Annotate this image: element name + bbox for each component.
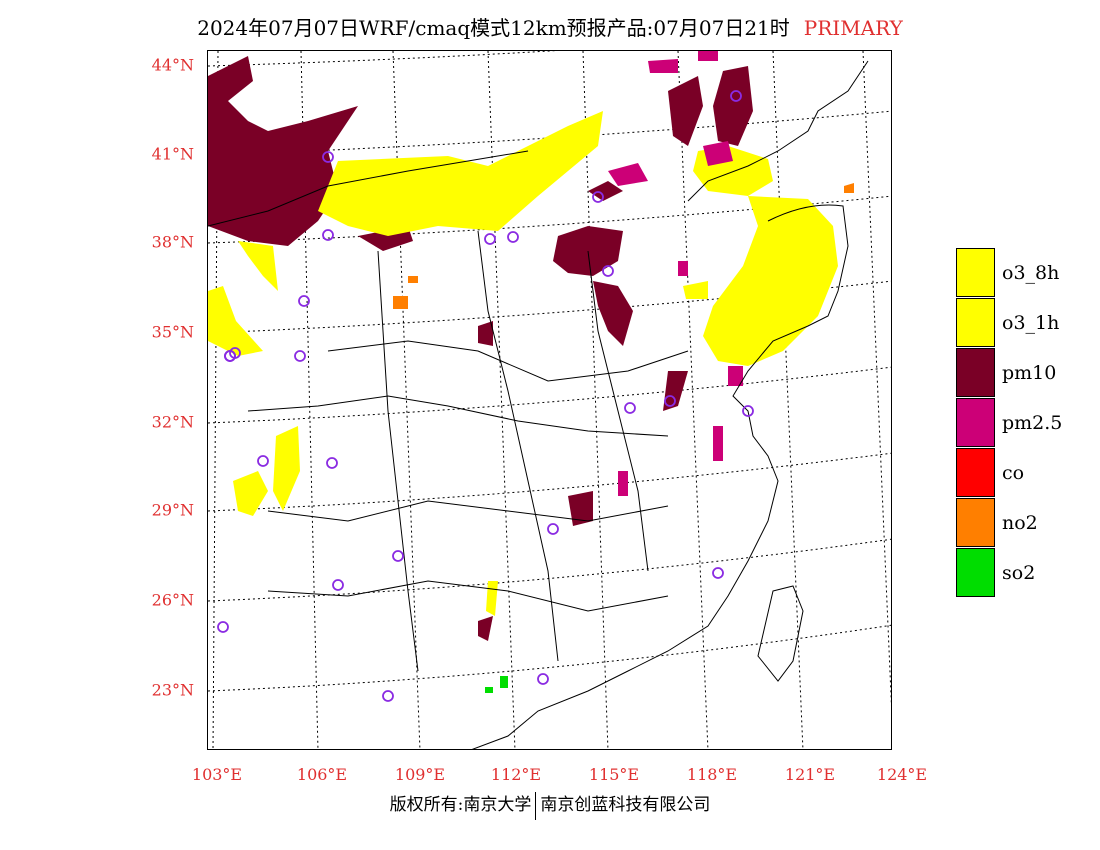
station-marker [624,402,636,414]
lat-line-29 [208,452,891,512]
legend-label: pm10 [1002,362,1057,384]
station-marker [332,579,344,591]
station-marker [322,151,334,163]
station-marker [547,523,559,535]
legend-swatch [956,548,995,597]
station-marker [229,347,241,359]
taiwan-island [757,585,804,682]
map-title-text: 2024年07月07日WRF/cmaq模式12km预报产品:07月07日21时 [197,16,790,40]
legend-label: o3_1h [1002,312,1060,334]
lat-label-26: 26°N [151,590,194,610]
boundaries [208,60,869,749]
station-marker [602,265,614,277]
lat-label-29: 29°N [151,500,194,520]
province-border-6 [377,250,419,672]
lat-label-35: 35°N [151,322,194,342]
legend-swatch [956,448,995,497]
lat-label-41: 41°N [151,144,194,164]
legend-label: so2 [1002,562,1036,584]
station-marker [382,690,394,702]
lat-line-26 [208,538,891,602]
lat-label-44: 44°N [151,55,194,75]
forecast-map [207,50,892,750]
lon-label-115: 115°E [588,765,640,784]
map-title: 2024年07月07日WRF/cmaq模式12km预报产品:07月07日21时 P… [0,12,1100,41]
bohai-coast [687,60,869,202]
lon-label-109: 109°E [394,765,446,784]
lat-line-38 [208,195,891,244]
lon-label-112: 112°E [490,765,542,784]
lat-line-32 [208,366,891,424]
lon-label-121: 121°E [784,765,836,784]
province-border-1 [208,150,529,227]
lat-line-35 [208,280,891,334]
copyright-owner: 版权所有:南京大学 [389,795,532,815]
province-border-7 [477,230,559,662]
primary-tag: PRIMARY [803,16,903,40]
so2-field [485,676,508,693]
legend-label: co [1002,462,1025,484]
lat-line-23 [208,624,891,692]
legend-label: no2 [1002,512,1038,534]
province-border-2 [327,340,689,382]
province-border-3 [247,395,669,437]
station-marker [298,295,310,307]
station-marker [257,455,269,467]
legend-swatch [956,348,995,397]
legend-swatch [956,248,995,297]
station-marker [326,457,338,469]
station-marker [664,395,676,407]
lon-label-118: 118°E [686,765,738,784]
no2-field [393,183,854,309]
copyright-footer: 版权所有:南京大学 南京创蓝科技有限公司 [0,790,1100,820]
lon-label-106: 106°E [296,765,348,784]
legend-swatch [956,398,995,447]
station-marker [392,550,404,562]
station-marker [217,621,229,633]
station-marker [294,350,306,362]
legend-swatch [956,498,995,547]
footer-separator [535,791,537,820]
coastline [471,204,849,749]
lat-label-23: 23°N [151,680,194,700]
map-canvas [208,51,891,749]
pm10-field [208,56,753,641]
copyright-company: 南京创蓝科技有限公司 [540,795,711,815]
station-marker [484,233,496,245]
station-marker [507,231,519,243]
station-marker [712,567,724,579]
station-marker [742,405,754,417]
lon-label-103: 103°E [191,765,243,784]
lon-line-118 [677,51,709,749]
lon-line-124 [862,51,891,707]
lon-line-115 [582,51,609,749]
legend-label: pm2.5 [1002,412,1063,434]
lat-line-44 [208,51,558,67]
pm25-field [608,51,743,496]
lon-line-121 [772,51,804,749]
station-marker [592,191,604,203]
legend-label: o3_8h [1002,262,1060,284]
stations [217,90,754,702]
province-border-5 [267,580,669,612]
lat-label-38: 38°N [151,232,194,252]
station-marker [537,673,549,685]
lon-label-124: 124°E [876,765,928,784]
station-marker [730,90,742,102]
legend-swatch [956,298,995,347]
province-border-8 [587,250,649,572]
province-border-4 [267,500,669,522]
station-marker [322,229,334,241]
lat-label-32: 32°N [151,412,194,432]
